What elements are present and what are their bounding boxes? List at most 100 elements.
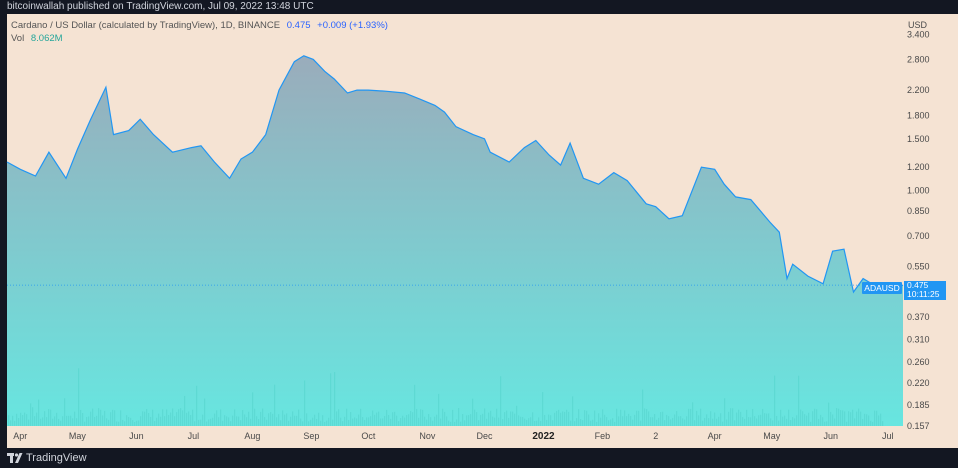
volume-bar bbox=[436, 414, 438, 426]
volume-bar bbox=[842, 410, 844, 426]
volume-bar bbox=[30, 403, 32, 426]
volume-bar bbox=[648, 411, 650, 426]
volume-bar bbox=[56, 412, 58, 426]
volume-bar bbox=[226, 416, 228, 426]
volume-bar bbox=[560, 412, 562, 426]
y-tick-label: 3.400 bbox=[907, 30, 930, 40]
volume-bar bbox=[248, 411, 250, 426]
volume-bar bbox=[620, 409, 622, 426]
volume-bar bbox=[654, 414, 656, 426]
volume-bar bbox=[430, 417, 432, 426]
volume-bar bbox=[696, 410, 698, 426]
tradingview-logo-icon[interactable] bbox=[7, 452, 23, 464]
x-tick-label: 2 bbox=[653, 431, 658, 441]
volume-bar bbox=[694, 420, 696, 426]
volume-bar bbox=[786, 418, 788, 426]
volume-bar bbox=[854, 418, 856, 426]
x-tick-label: Jul bbox=[882, 431, 894, 441]
volume-bar bbox=[300, 418, 302, 426]
volume-bar bbox=[780, 409, 782, 426]
volume-bar bbox=[698, 415, 700, 426]
volume-bar bbox=[88, 416, 90, 426]
volume-bar bbox=[690, 408, 692, 426]
volume-bar bbox=[252, 392, 254, 426]
volume-bar bbox=[638, 410, 640, 426]
volume-bar bbox=[370, 416, 372, 426]
volume-bar bbox=[772, 420, 774, 426]
publish-bar: bitcoinwallah published on TradingView.c… bbox=[0, 0, 958, 14]
volume-bar bbox=[574, 421, 576, 426]
volume-bar bbox=[700, 408, 702, 426]
volume-bar bbox=[800, 409, 802, 426]
last-price-value: 0.475 bbox=[907, 280, 929, 290]
volume-bar bbox=[656, 419, 658, 426]
volume-bar bbox=[808, 412, 810, 426]
volume-bar bbox=[858, 408, 860, 426]
volume-bar bbox=[692, 402, 694, 426]
volume-bar bbox=[264, 417, 266, 426]
volume-bar bbox=[766, 413, 768, 426]
volume-bar bbox=[736, 412, 738, 426]
volume-bar bbox=[328, 417, 330, 426]
volume-bar bbox=[860, 411, 862, 426]
y-tick-label: 1.000 bbox=[907, 185, 930, 195]
volume-bar bbox=[418, 417, 420, 426]
volume-bar bbox=[58, 418, 60, 426]
brand-name[interactable]: TradingView bbox=[26, 452, 87, 464]
volume-bar bbox=[652, 417, 654, 426]
volume-bar bbox=[118, 421, 120, 426]
volume-bar bbox=[502, 419, 504, 426]
volume-bar bbox=[792, 417, 794, 426]
volume-bar bbox=[500, 376, 502, 426]
volume-bar bbox=[158, 413, 160, 426]
x-tick-label: Oct bbox=[361, 431, 376, 441]
volume-bar bbox=[174, 416, 176, 426]
volume-bar bbox=[640, 420, 642, 426]
volume-bar bbox=[408, 414, 410, 426]
volume-bar bbox=[154, 421, 156, 426]
volume-bar bbox=[398, 421, 400, 426]
volume-bar bbox=[384, 415, 386, 426]
volume-bar bbox=[176, 412, 178, 426]
volume-bar bbox=[24, 412, 26, 426]
legend-volume-row: Vol 8.062M bbox=[11, 32, 388, 45]
volume-bar bbox=[378, 411, 380, 426]
volume-bar bbox=[20, 412, 22, 426]
volume-bar bbox=[832, 414, 834, 426]
volume-bar bbox=[776, 415, 778, 426]
volume-bar bbox=[396, 415, 398, 426]
volume-bar bbox=[246, 417, 248, 426]
volume-bar bbox=[830, 411, 832, 426]
volume-bar bbox=[554, 412, 556, 426]
volume-bar bbox=[162, 409, 164, 426]
y-tick-label: 0.260 bbox=[907, 357, 930, 367]
volume-bar bbox=[286, 413, 288, 426]
volume-bar bbox=[302, 421, 304, 426]
volume-bar bbox=[550, 415, 552, 426]
price-line bbox=[6, 55, 904, 294]
volume-bar bbox=[740, 411, 742, 426]
volume-bar bbox=[592, 419, 594, 426]
volume-bar bbox=[22, 415, 24, 426]
volume-bar bbox=[478, 420, 480, 426]
volume-bar bbox=[508, 417, 510, 426]
volume-bar bbox=[824, 421, 826, 426]
volume-bar bbox=[856, 411, 858, 426]
volume-bar bbox=[168, 415, 170, 426]
volume-bar bbox=[642, 389, 644, 426]
volume-bar bbox=[626, 416, 628, 426]
volume-bar bbox=[148, 413, 150, 426]
volume-bar bbox=[388, 415, 390, 426]
volume-bar bbox=[850, 412, 852, 426]
volume-bar bbox=[588, 414, 590, 426]
volume-bar bbox=[778, 420, 780, 426]
volume-bar bbox=[250, 418, 252, 426]
volume-bar bbox=[452, 409, 454, 426]
price-axis-background bbox=[903, 14, 958, 426]
volume-bar bbox=[422, 409, 424, 426]
volume-bar bbox=[438, 393, 440, 426]
volume-bar bbox=[240, 420, 242, 426]
volume-bar bbox=[74, 411, 76, 426]
volume-bar bbox=[320, 420, 322, 426]
